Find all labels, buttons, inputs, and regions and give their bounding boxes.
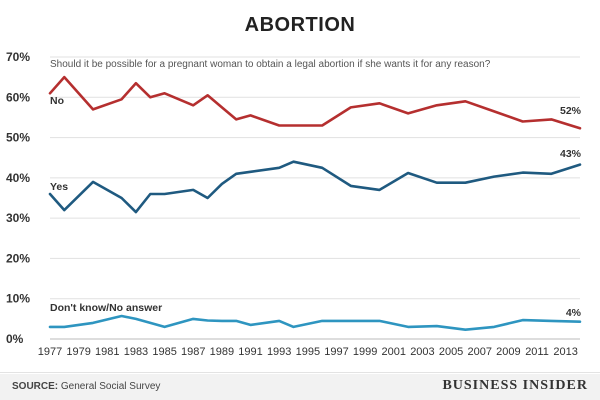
x-tick-label: 1979	[66, 346, 90, 358]
x-tick-label: 1997	[324, 346, 348, 358]
x-tick-label: 1981	[95, 346, 119, 358]
y-tick-label: 20%	[6, 251, 30, 265]
x-tick-label: 1985	[152, 346, 176, 358]
x-tick-label: 1991	[238, 346, 262, 358]
x-tick-label: 2011	[525, 346, 549, 358]
brand-logo: BUSINESS INSIDER	[442, 378, 588, 393]
series-line-no	[48, 75, 582, 130]
footer-bar: SOURCE: General Social Survey BUSINESS I…	[0, 374, 600, 400]
y-tick-label: 10%	[6, 292, 30, 306]
source-text: General Social Survey	[60, 381, 161, 392]
y-tick-label: 50%	[6, 131, 30, 145]
x-tick-label: 1999	[353, 346, 377, 358]
series-label-don-t-know-no-answer: Don't know/No answer	[50, 302, 162, 314]
x-tick-label: 2001	[382, 346, 406, 358]
series-label-yes: Yes	[50, 181, 68, 193]
source-label: SOURCE:	[12, 381, 59, 392]
x-tick-label: 2009	[496, 346, 520, 358]
footer-divider	[0, 372, 600, 373]
line-chart: 70% 60% 50% 40% 30% 20% 10% 0% 1977 1979 1981 1983…	[6, 50, 582, 358]
series-group: No 52% Yes 43% Don't know/No answer 4%	[48, 75, 582, 331]
series-end-label-don-t-know-no-answer: 4%	[566, 307, 582, 319]
chart-subtitle: Should it be possible for a pregnant wom…	[50, 59, 491, 70]
x-tick-label: 1983	[124, 346, 148, 358]
series-line-yes	[48, 160, 582, 214]
series-label-no: No	[50, 95, 64, 107]
y-tick-label: 30%	[6, 211, 30, 225]
y-tick-label: 40%	[6, 171, 30, 185]
x-tick-label: 2003	[410, 346, 434, 358]
y-tick-label: 60%	[6, 90, 30, 104]
series-line-don-t-know-no-answer	[48, 314, 582, 331]
source-note: SOURCE: General Social Survey	[12, 381, 160, 392]
y-tick-label: 0%	[6, 332, 24, 346]
x-axis-ticks: 1977 1979 1981 1983 1985 1987 1989 1991 1993 1995…	[38, 346, 578, 358]
y-axis-ticks: 70% 60% 50% 40% 30% 20% 10% 0%	[6, 50, 30, 346]
series-end-label-yes: 43%	[560, 148, 582, 160]
x-tick-label: 1993	[267, 346, 291, 358]
x-tick-label: 1989	[210, 346, 234, 358]
grid-lines	[50, 56, 580, 340]
x-tick-label: 1987	[181, 346, 205, 358]
x-tick-label: 1995	[296, 346, 320, 358]
chart-title: ABORTION	[244, 14, 356, 36]
x-tick-label: 2007	[467, 346, 491, 358]
series-end-label-no: 52%	[560, 105, 582, 117]
y-tick-label: 70%	[6, 50, 30, 64]
x-tick-label: 2005	[439, 346, 463, 358]
x-tick-label: 2013	[553, 346, 577, 358]
x-tick-label: 1977	[38, 346, 62, 358]
